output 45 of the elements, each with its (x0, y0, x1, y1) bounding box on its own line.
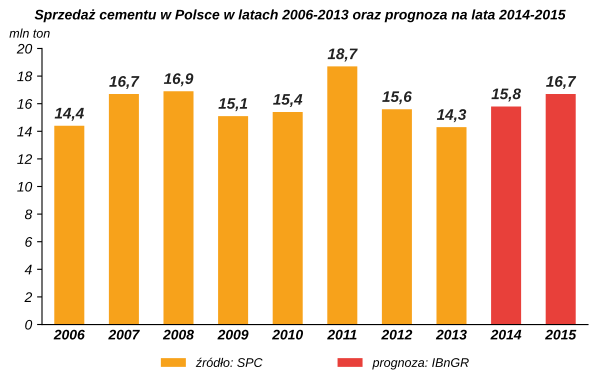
y-tick-label: 4 (24, 264, 32, 274)
x-tick-label: 2011 (327, 330, 356, 340)
x-tick-label: 2012 (381, 330, 412, 340)
bar (327, 66, 358, 325)
data-label: 16,9 (164, 73, 194, 86)
x-tick-label: 2015 (545, 330, 576, 340)
bar (272, 112, 303, 325)
y-tick-label: 6 (25, 237, 32, 247)
legend-label: źródło: SPC (196, 358, 263, 368)
x-tick-label: 2013 (436, 330, 467, 340)
bar (163, 91, 194, 325)
data-label: 15,6 (382, 91, 412, 104)
y-tick-label: 16 (17, 99, 32, 109)
y-tick-label: 20 (16, 44, 32, 54)
bar (54, 126, 84, 325)
data-label: 14,3 (436, 109, 466, 122)
y-tick-label: 12 (17, 154, 32, 164)
x-tick-label: 2006 (54, 330, 85, 340)
data-label: 15,4 (273, 94, 302, 108)
x-tick-label: 2008 (162, 330, 194, 340)
bar (491, 106, 522, 325)
bar (546, 94, 576, 325)
y-tick-label: 14 (17, 126, 32, 136)
y-axis-title: mln ton (9, 28, 50, 38)
y-tick-label: 8 (24, 209, 32, 220)
bar (218, 116, 248, 325)
x-tick-label: 2007 (108, 330, 140, 340)
x-tick-label: 2009 (217, 330, 248, 340)
data-label: 18,7 (328, 48, 358, 62)
y-tick-label: 0 (25, 320, 32, 330)
x-tick-label: 2014 (490, 330, 522, 340)
data-label: 15,1 (218, 98, 248, 112)
y-tick-label: 18 (17, 71, 32, 82)
data-label: 16,7 (109, 76, 140, 90)
data-label: 15,8 (491, 88, 521, 102)
bar (436, 127, 467, 325)
chart-title: Sprzedaż cementu w Polsce w latach 2006-2013 oraz prognoza na lata 2014-2015 (34, 9, 566, 22)
data-label: 16,7 (546, 76, 576, 90)
y-tick-label: 10 (17, 182, 32, 192)
data-label: 14,4 (54, 108, 84, 121)
bar (108, 94, 139, 325)
y-tick-label: 2 (24, 292, 32, 302)
x-tick-label: 2010 (272, 330, 304, 340)
legend-label: prognoza: IBnGR (372, 358, 469, 370)
bar (382, 109, 412, 325)
